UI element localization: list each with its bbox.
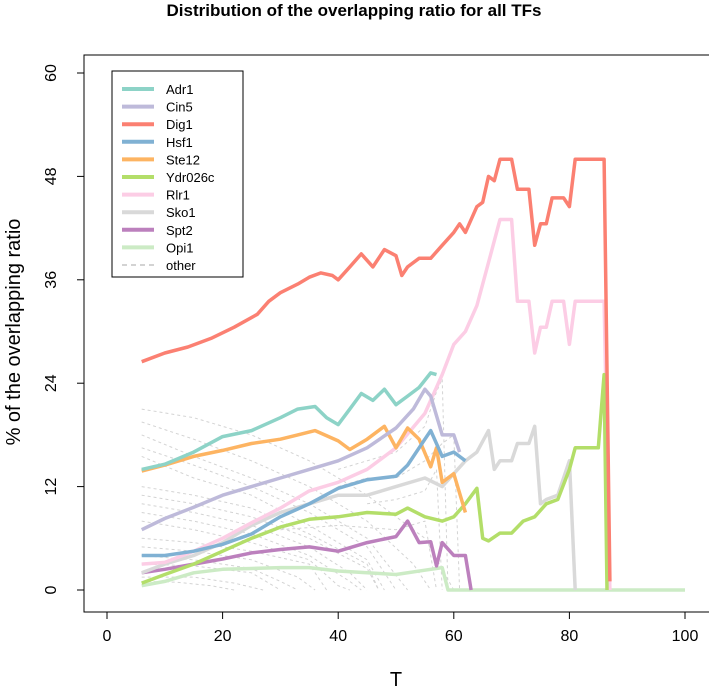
legend-label: Ydr026c xyxy=(166,170,215,185)
x-tick-label: 40 xyxy=(329,628,347,645)
series-line-opi1 xyxy=(141,565,685,592)
x-tick-label: 80 xyxy=(561,628,579,645)
other-series-line xyxy=(141,421,432,591)
x-axis: 0 20 40 60 80 100 xyxy=(103,611,699,645)
other-series-line xyxy=(141,576,264,591)
series-line-cin5 xyxy=(140,387,462,532)
series-line-ydr026c xyxy=(141,372,609,591)
series-line-ste12 xyxy=(141,424,468,514)
legend-label: other xyxy=(166,258,196,273)
other-series-line xyxy=(141,494,380,591)
legend-label: Cin5 xyxy=(166,100,193,115)
legend-label: Spt2 xyxy=(166,223,193,238)
other-series-line xyxy=(141,408,455,591)
legend-label: Dig1 xyxy=(166,117,193,132)
series-line-rlr1 xyxy=(141,217,612,591)
other-series-line xyxy=(338,378,449,591)
y-tick-label: 60 xyxy=(43,64,60,82)
series-line-dig1 xyxy=(141,157,612,582)
y-axis: 0 12 24 36 48 60 xyxy=(43,64,85,594)
series-line-spt2 xyxy=(141,519,473,591)
legend-label: Ste12 xyxy=(166,152,200,167)
legend-label: Rlr1 xyxy=(166,188,190,203)
other-series-line xyxy=(141,546,316,591)
other-series-line xyxy=(141,512,362,591)
other-series-line xyxy=(367,467,443,591)
y-tick-label: 24 xyxy=(43,374,60,392)
other-series-line xyxy=(280,520,437,591)
legend: Adr1 Cin5 Dig1 Hsf1 Ste12 Ydr026c Rlr1 Sko1 Spt2… xyxy=(111,70,244,278)
legend-label: Sko1 xyxy=(166,205,196,220)
x-tick-label: 60 xyxy=(445,628,463,645)
y-tick-label: 0 xyxy=(43,585,60,594)
plot-area xyxy=(83,54,709,613)
y-tick-label: 12 xyxy=(43,478,60,496)
x-tick-label: 20 xyxy=(214,628,232,645)
y-tick-label: 36 xyxy=(43,271,60,289)
legend-label: Opi1 xyxy=(166,240,193,255)
other-series-line xyxy=(141,486,380,591)
other-series-line xyxy=(141,520,350,591)
other-series-line xyxy=(141,455,385,591)
y-tick-label: 48 xyxy=(43,167,60,185)
x-axis-title: T xyxy=(390,669,402,691)
x-tick-label: 100 xyxy=(672,628,699,645)
x-tick-label: 0 xyxy=(103,628,112,645)
legend-label: Hsf1 xyxy=(166,135,193,150)
series-line-hsf1 xyxy=(141,428,467,558)
other-series-line xyxy=(141,434,408,591)
series-line-adr1 xyxy=(141,371,437,472)
chart-title: Distribution of the overlapping ratio fo… xyxy=(167,1,542,20)
legend-label: Adr1 xyxy=(166,82,193,97)
y-axis-title: % of the overlapping ratio xyxy=(3,219,25,446)
